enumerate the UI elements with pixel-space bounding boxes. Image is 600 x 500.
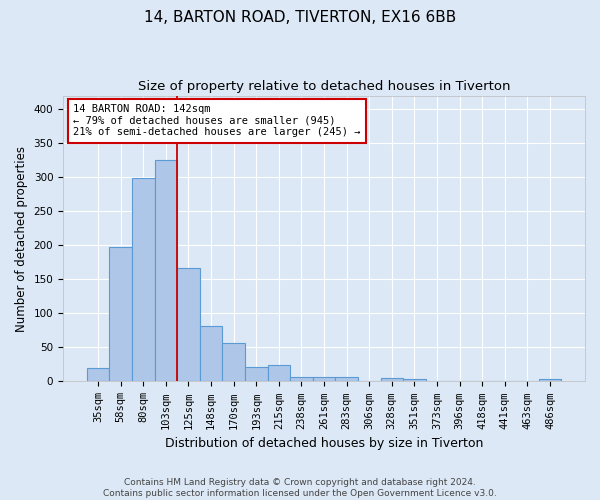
Bar — [155, 160, 177, 382]
Y-axis label: Number of detached properties: Number of detached properties — [15, 146, 28, 332]
Bar — [313, 378, 335, 382]
Bar — [380, 378, 403, 382]
Bar — [245, 367, 268, 382]
Bar — [87, 368, 109, 382]
Bar — [290, 376, 313, 382]
Text: 14 BARTON ROAD: 142sqm
← 79% of detached houses are smaller (945)
21% of semi-de: 14 BARTON ROAD: 142sqm ← 79% of detached… — [73, 104, 361, 138]
Bar — [177, 268, 200, 382]
Bar — [539, 380, 561, 382]
Bar — [335, 378, 358, 382]
Bar — [109, 248, 132, 382]
Text: 14, BARTON ROAD, TIVERTON, EX16 6BB: 14, BARTON ROAD, TIVERTON, EX16 6BB — [144, 10, 456, 25]
Bar — [268, 365, 290, 382]
Bar — [403, 378, 425, 382]
Text: Contains HM Land Registry data © Crown copyright and database right 2024.
Contai: Contains HM Land Registry data © Crown c… — [103, 478, 497, 498]
Bar — [132, 178, 155, 382]
Bar — [200, 326, 223, 382]
Title: Size of property relative to detached houses in Tiverton: Size of property relative to detached ho… — [138, 80, 510, 93]
X-axis label: Distribution of detached houses by size in Tiverton: Distribution of detached houses by size … — [165, 437, 483, 450]
Bar — [223, 342, 245, 382]
